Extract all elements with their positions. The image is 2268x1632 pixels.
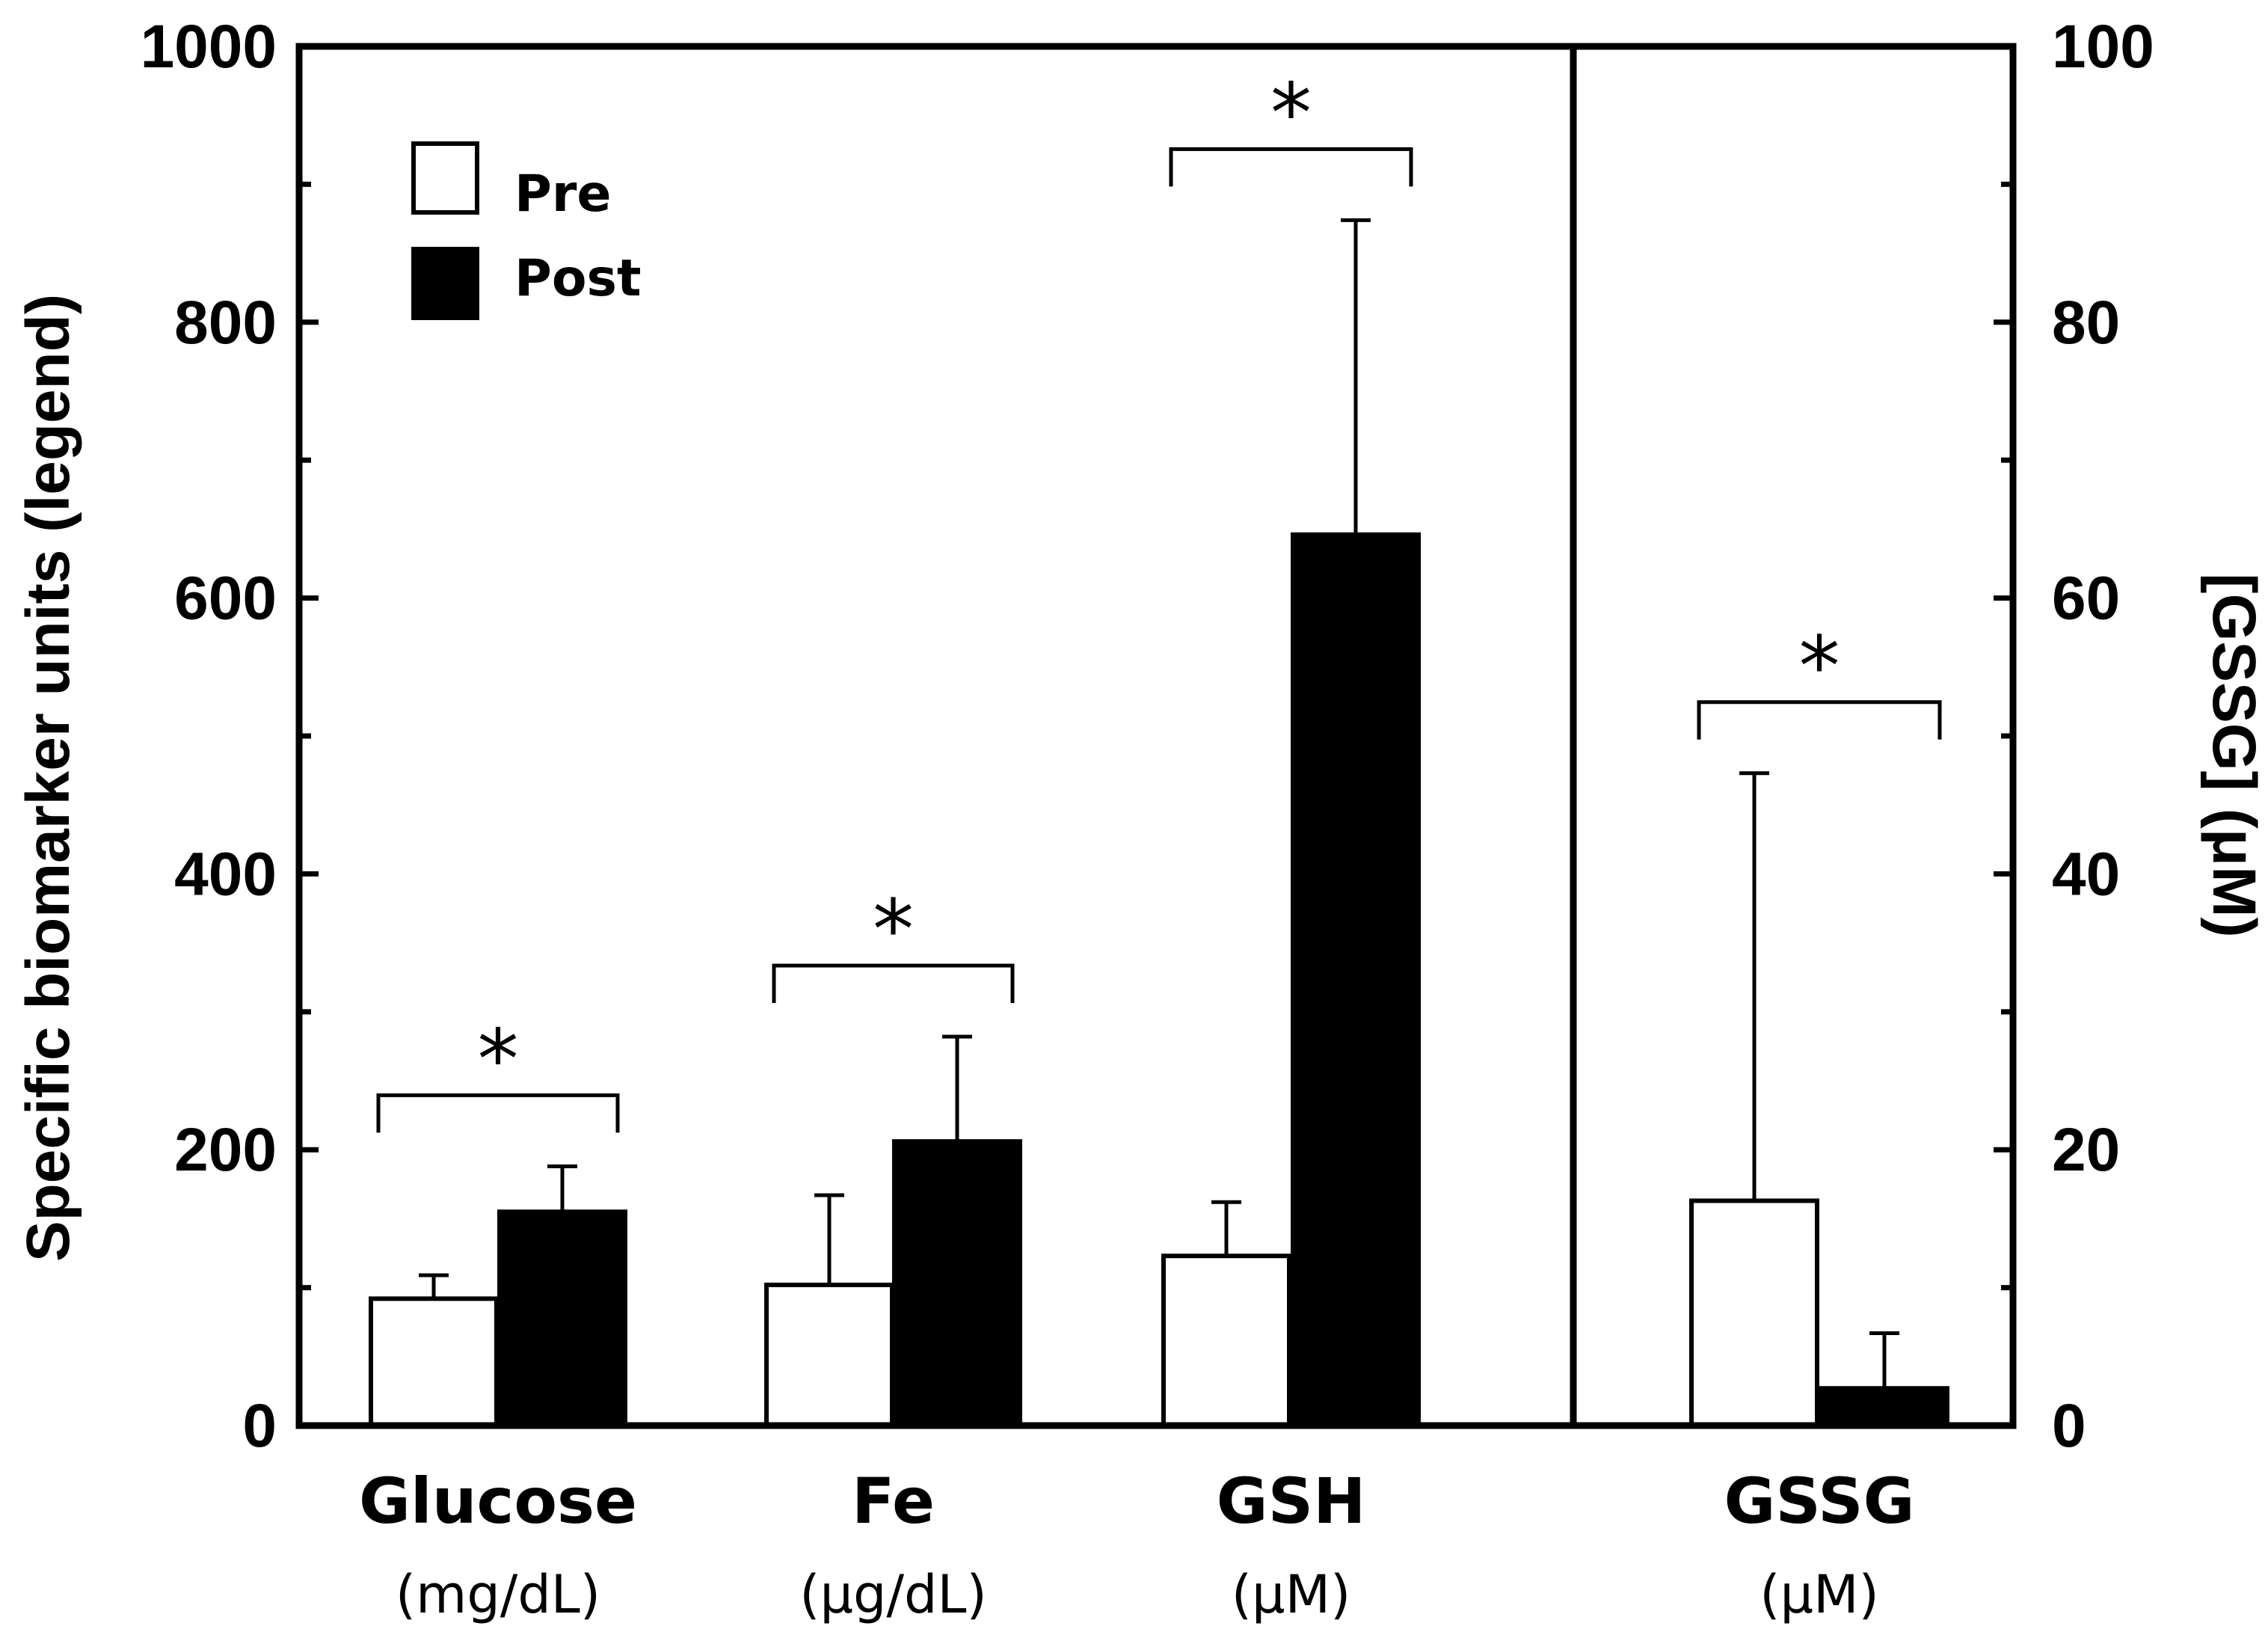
bars <box>369 532 1949 1429</box>
axis-labels: 0 200 400 600 800 1000 0 20 40 60 80 100 Glucose (mg/… <box>141 13 2154 1625</box>
left-tick-label: 1000 <box>141 13 277 81</box>
right-tick-label: 0 <box>2052 1392 2086 1460</box>
legend: Pre Post <box>411 141 642 320</box>
category-label-fe: Fe <box>852 1464 935 1538</box>
sig-star-gssg: * <box>1799 619 1840 714</box>
category-unit-fe: (μg/dL) <box>799 1564 987 1625</box>
bar-post-glucose <box>497 1209 627 1429</box>
bar-pre-gsh <box>1161 1254 1291 1428</box>
significance-brackets: * * * * <box>376 65 1942 1133</box>
error-bars <box>419 218 1899 1389</box>
bar-post-gsh <box>1291 532 1421 1428</box>
sig-star-fe: * <box>873 882 914 978</box>
category-unit-glucose: (mg/dL) <box>396 1564 600 1625</box>
left-tick-label: 0 <box>242 1392 277 1460</box>
legend-label-pre: Pre <box>514 165 612 224</box>
sig-bracket-fe <box>772 963 1015 1003</box>
bar-post-gssg <box>1819 1386 1949 1429</box>
right-tick-label: 80 <box>2052 289 2120 357</box>
left-tick-label: 400 <box>174 840 277 908</box>
category-unit-gsh: (μM) <box>1232 1564 1351 1625</box>
left-tick-label: 800 <box>174 289 277 357</box>
sig-bracket-glucose <box>376 1093 620 1133</box>
plot-border <box>295 43 2017 1429</box>
bar-pre-gssg <box>1689 1198 1819 1428</box>
plot-frame <box>295 43 2017 1429</box>
left-axis-title: Specific biomarker units (legend) <box>14 294 82 1262</box>
bar-post-fe <box>892 1139 1022 1428</box>
bar-pre-fe <box>764 1282 894 1428</box>
legend-label-post: Post <box>514 249 642 308</box>
right-tick-label: 60 <box>2052 565 2120 633</box>
right-tick-label: 20 <box>2052 1116 2120 1184</box>
sig-bracket-gsh <box>1169 147 1413 187</box>
legend-swatch-post <box>411 247 479 320</box>
right-tick-label: 40 <box>2052 840 2120 908</box>
category-label-gssg: GSSG <box>1724 1464 1914 1538</box>
bar-pre-glucose <box>369 1296 499 1429</box>
legend-swatch-pre <box>411 141 479 215</box>
right-tick-label: 100 <box>2052 13 2154 81</box>
left-tick-label: 200 <box>174 1116 277 1184</box>
left-tick-label: 600 <box>174 565 277 633</box>
sig-star-glucose: * <box>478 1011 519 1107</box>
sig-star-gsh: * <box>1270 65 1312 161</box>
category-unit-gssg: (μM) <box>1760 1564 1879 1625</box>
category-label-glucose: Glucose <box>359 1464 637 1538</box>
right-axis-title: [GSSG] (μM) <box>2200 573 2268 937</box>
sig-bracket-gssg <box>1697 700 1942 740</box>
category-label-gsh: GSH <box>1217 1464 1366 1538</box>
